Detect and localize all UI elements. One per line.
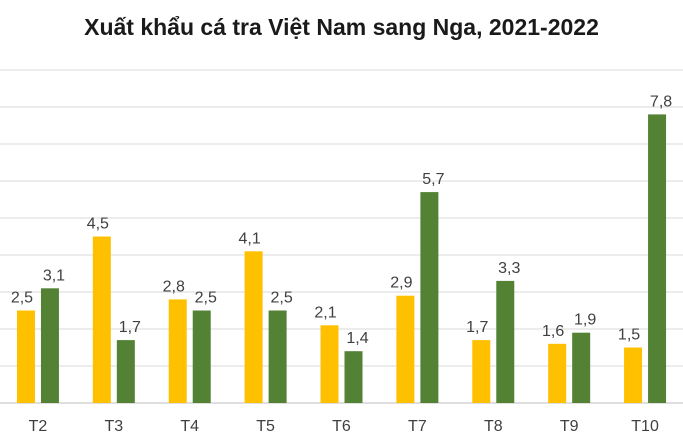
- x-tick-label-t4: T4: [180, 418, 199, 435]
- data-label-series1-t7: 2,9: [390, 275, 412, 292]
- data-label-series1-t3: 4,5: [87, 216, 109, 233]
- bar-series2-t7: [420, 192, 439, 403]
- bar-series1-t9: [548, 343, 567, 403]
- bar-series1-t6: [320, 325, 339, 403]
- bar-series2-t5: [268, 310, 287, 403]
- bar-series1-t5: [244, 251, 263, 403]
- bar-series2-t10: [648, 114, 667, 404]
- data-label-series2-t4: 2,5: [195, 290, 217, 307]
- x-tick-label-t10: T10: [631, 418, 659, 435]
- x-tick-label-t5: T5: [256, 418, 275, 435]
- x-tick-label-t6: T6: [332, 418, 351, 435]
- bar-series1-t4: [168, 299, 187, 403]
- x-tick-label-t7: T7: [408, 418, 427, 435]
- data-label-series2-t8: 3,3: [498, 260, 520, 277]
- bar-series2-t9: [572, 332, 591, 403]
- data-label-series1-t2: 2,5: [11, 290, 33, 307]
- data-label-series1-t4: 2,8: [163, 278, 185, 295]
- data-label-series1-t10: 1,5: [618, 327, 640, 344]
- data-label-series1-t6: 2,1: [314, 304, 336, 321]
- bar-series1-t3: [92, 236, 111, 403]
- x-tick-label-t2: T2: [29, 418, 48, 435]
- bar-series2-t3: [116, 340, 135, 403]
- data-label-series1-t9: 1,6: [542, 323, 564, 340]
- data-label-series2-t10: 7,8: [650, 93, 672, 110]
- bar-series1-t10: [624, 347, 643, 403]
- data-label-series1-t8: 1,7: [466, 319, 488, 336]
- data-label-series2-t5: 2,5: [270, 290, 292, 307]
- bar-series1-t2: [16, 310, 35, 403]
- x-tick-label-t9: T9: [560, 418, 579, 435]
- chart-title: Xuất khẩu cá tra Việt Nam sang Nga, 2021…: [84, 14, 599, 40]
- data-label-series2-t7: 5,7: [422, 171, 444, 188]
- data-label-series1-t5: 4,1: [238, 230, 260, 247]
- data-label-series2-t3: 1,7: [119, 319, 141, 336]
- x-tick-label-t3: T3: [104, 418, 123, 435]
- bar-series2-t6: [344, 351, 363, 403]
- x-tick-label-t8: T8: [484, 418, 503, 435]
- bar-series1-t8: [472, 340, 491, 403]
- bar-series1-t7: [396, 295, 415, 403]
- data-label-series2-t9: 1,9: [574, 312, 596, 329]
- data-label-series2-t6: 1,4: [346, 330, 368, 347]
- bar-series2-t2: [40, 288, 59, 403]
- bar-series2-t8: [496, 280, 515, 403]
- data-label-series2-t2: 3,1: [43, 267, 65, 284]
- bar-series2-t4: [192, 310, 211, 403]
